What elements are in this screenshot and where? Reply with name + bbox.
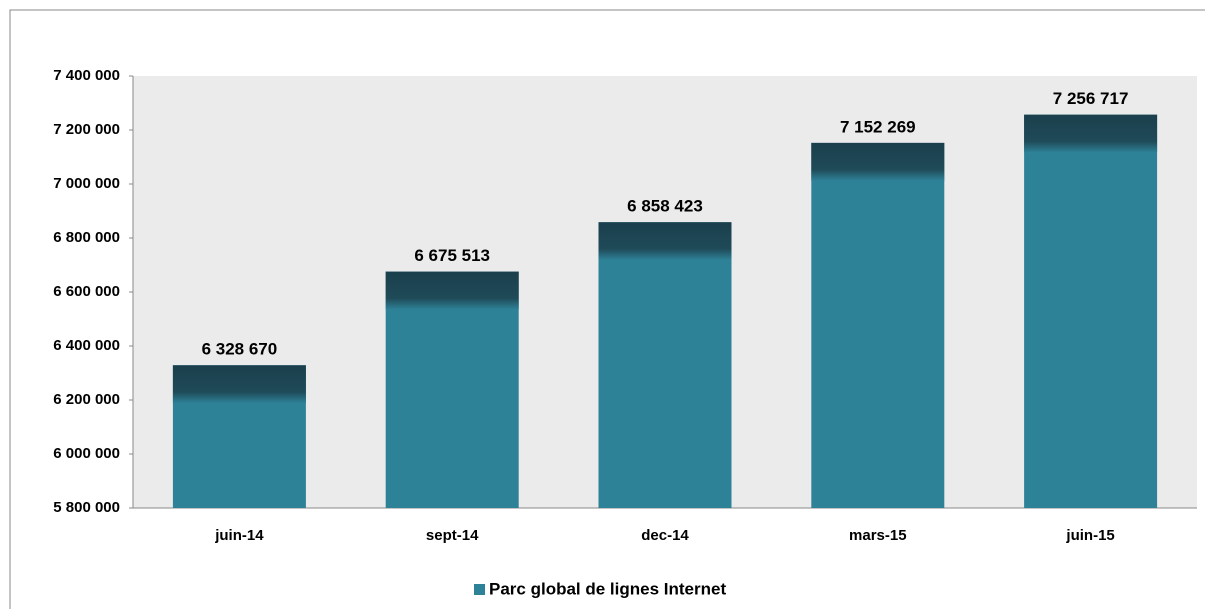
- x-tick-label: sept-14: [426, 527, 479, 544]
- bar-cap: [1024, 114, 1158, 153]
- y-tick-label: 6 800 000: [53, 229, 120, 246]
- x-tick-label: dec-14: [641, 527, 689, 544]
- legend-swatch: [474, 584, 485, 595]
- value-label: 7 152 269: [840, 117, 916, 136]
- legend-label: Parc global de lignes Internet: [489, 579, 726, 598]
- y-tick-label: 7 200 000: [53, 121, 120, 138]
- bar-cap: [811, 142, 945, 181]
- bar-cap: [598, 222, 732, 261]
- value-label: 6 858 423: [627, 197, 703, 216]
- bar: [811, 142, 945, 508]
- x-tick-label: juin-14: [214, 527, 264, 544]
- bar: [1024, 114, 1158, 509]
- bar: [385, 271, 519, 508]
- y-tick-label: 6 400 000: [53, 337, 120, 354]
- bar-cap: [172, 365, 306, 404]
- x-tick-label: juin-15: [1065, 527, 1114, 544]
- bar-cap: [385, 271, 519, 310]
- value-label: 6 675 513: [414, 246, 490, 265]
- y-tick-label: 7 000 000: [53, 175, 120, 192]
- x-tick-label: mars-15: [849, 527, 907, 544]
- value-label: 6 328 670: [202, 340, 278, 359]
- y-tick-label: 6 000 000: [53, 445, 120, 462]
- y-tick-label: 5 800 000: [53, 499, 120, 516]
- value-label: 7 256 717: [1053, 89, 1129, 108]
- y-tick-label: 6 600 000: [53, 283, 120, 300]
- y-tick-label: 6 200 000: [53, 391, 120, 408]
- y-tick-label: 7 400 000: [53, 67, 120, 84]
- bar: [598, 222, 732, 509]
